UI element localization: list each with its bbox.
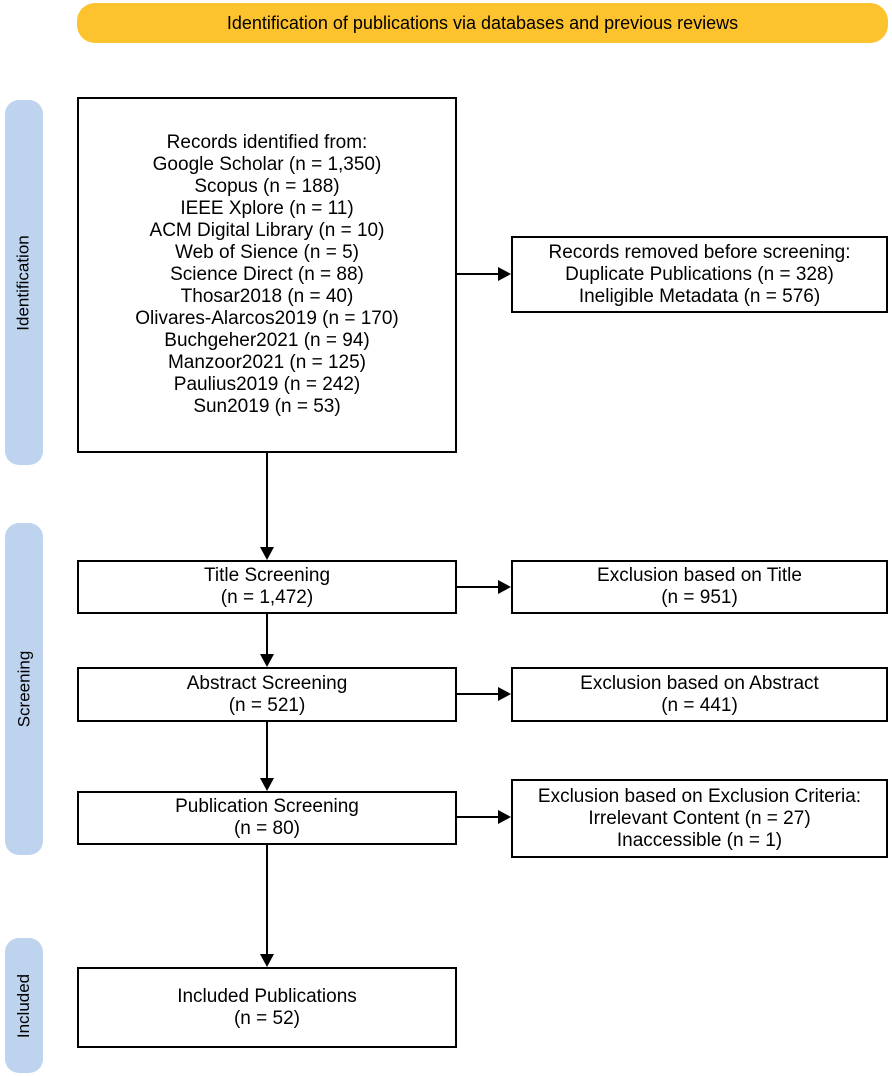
box-exclusion-abstract: Exclusion based on Abstract (n = 441): [511, 667, 888, 722]
arrowhead-right-icon: [498, 687, 511, 701]
box-records-identified: Records identified from: Google Scholar …: [77, 97, 457, 453]
box-abstract-screening: Abstract Screening (n = 521): [77, 667, 457, 722]
box-title-screening: Title Screening (n = 1,472): [77, 560, 457, 614]
arrow-line: [457, 693, 498, 695]
arrowhead-right-icon: [498, 810, 511, 824]
arrow-line: [266, 453, 268, 547]
arrowhead-down-icon: [260, 654, 274, 667]
box-included-publications: Included Publications (n = 52): [77, 967, 457, 1048]
arrow-line: [266, 845, 268, 954]
stage-pill-screening: Screening: [5, 523, 43, 855]
arrowhead-right-icon: [498, 267, 511, 281]
arrowhead-right-icon: [498, 580, 511, 594]
arrow-line: [457, 586, 498, 588]
stage-label-screening: Screening: [14, 650, 33, 728]
arrowhead-down-icon: [260, 954, 274, 967]
banner: Identification of publications via datab…: [77, 3, 888, 43]
arrowhead-down-icon: [260, 778, 274, 791]
arrow-line: [457, 273, 498, 275]
arrow-line: [457, 816, 498, 818]
stage-pill-included: Included: [5, 938, 43, 1073]
box-exclusion-title: Exclusion based on Title (n = 951): [511, 560, 888, 614]
stage-pill-identification: Identification: [5, 100, 43, 465]
banner-label: Identification of publications via datab…: [226, 12, 739, 33]
box-exclusion-criteria: Exclusion based on Exclusion Criteria: I…: [511, 779, 888, 858]
box-records-removed: Records removed before screening: Duplic…: [511, 236, 888, 313]
arrow-line: [266, 722, 268, 778]
stage-label-included: Included: [14, 973, 33, 1038]
box-publication-screening: Publication Screening (n = 80): [77, 791, 457, 845]
arrow-line: [266, 614, 268, 654]
stage-label-identification: Identification: [14, 234, 34, 331]
arrowhead-down-icon: [260, 547, 274, 560]
